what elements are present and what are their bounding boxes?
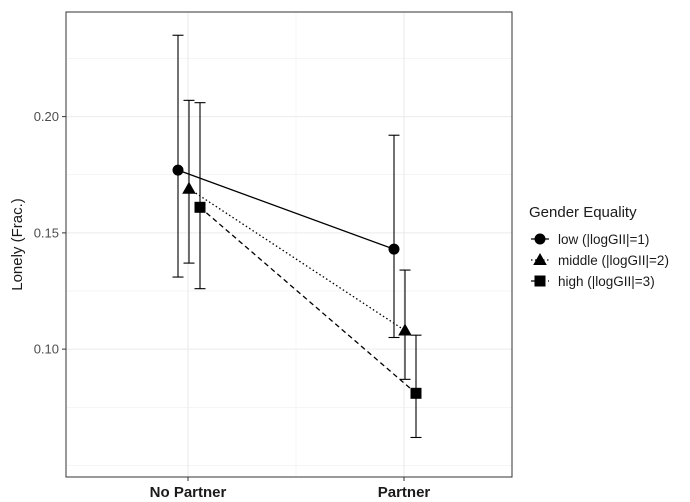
point-triangle <box>182 181 196 194</box>
y-tick-label: 0.10 <box>34 342 59 357</box>
data-points <box>172 164 422 399</box>
x-axis: No Partner Partner <box>150 477 431 501</box>
y-axis: 0.10 0.15 0.20 <box>34 109 66 357</box>
point-square <box>194 201 206 213</box>
legend-title: Gender Equality <box>529 204 637 221</box>
point-triangle <box>398 323 412 336</box>
x-tick-label: Partner <box>378 484 431 501</box>
x-tick-label: No Partner <box>150 484 227 501</box>
y-tick-label: 0.20 <box>34 109 59 124</box>
point-circle <box>388 243 400 255</box>
series-line-circle <box>177 169 395 250</box>
legend-key-circle <box>534 233 546 245</box>
legend: Gender Equality low (|logGII|=1) middle (… <box>529 204 669 289</box>
y-tick-label: 0.15 <box>34 225 59 240</box>
legend-label: low (|logGII|=1) <box>558 232 649 247</box>
point-square <box>410 387 422 399</box>
series-line-triangle <box>188 188 406 332</box>
grid <box>66 12 512 477</box>
legend-key-triangle <box>533 253 547 265</box>
legend-key-square <box>534 275 546 287</box>
y-axis-title: Lonely (Frac.) <box>9 198 26 291</box>
point-circle <box>172 164 184 176</box>
series-lines <box>177 169 417 394</box>
panel-border <box>65 11 513 478</box>
legend-label: high (|logGII|=3) <box>558 274 655 289</box>
legend-label: middle (|logGII|=2) <box>558 253 669 268</box>
